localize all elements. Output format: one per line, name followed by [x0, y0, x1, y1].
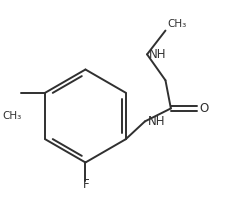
Text: CH₃: CH₃: [167, 19, 186, 30]
Text: NH: NH: [149, 48, 167, 61]
Text: O: O: [199, 102, 208, 115]
Text: CH₃: CH₃: [2, 111, 22, 121]
Text: F: F: [83, 178, 90, 191]
Text: NH: NH: [148, 115, 165, 128]
